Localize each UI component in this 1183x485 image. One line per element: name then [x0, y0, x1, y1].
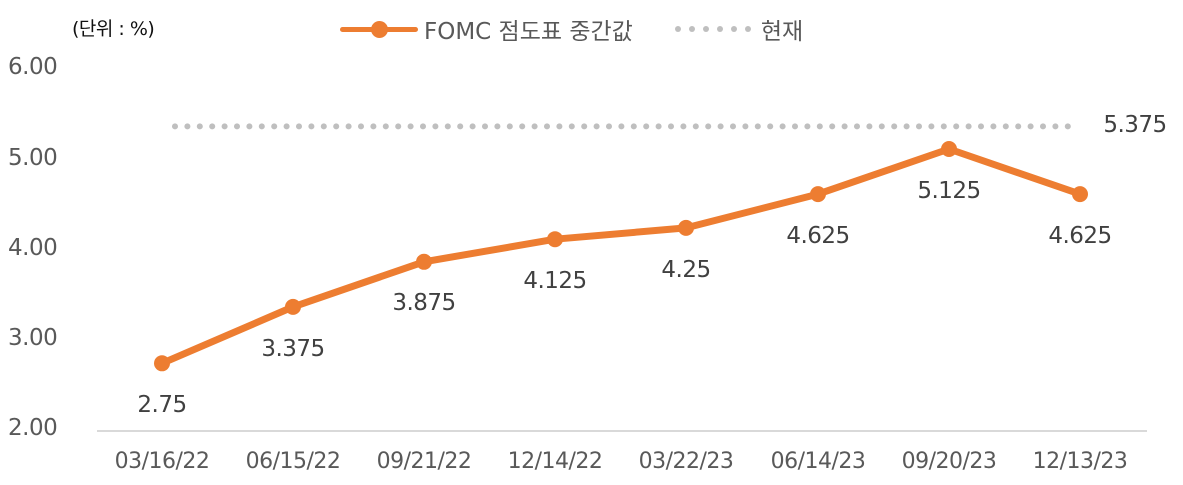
current-rate-dotted-line [172, 123, 1071, 130]
x-tick-label: 09/21/22 [376, 449, 472, 474]
x-tick-label: 09/20/23 [901, 449, 997, 474]
y-tick-label: 6.00 [8, 54, 58, 80]
x-tick-label: 12/13/23 [1032, 449, 1128, 474]
fomc-median-line [158, 145, 1084, 367]
unit-label: (단위 : %) [72, 18, 155, 40]
data-label: 4.125 [523, 268, 587, 294]
y-tick-label: 5.00 [8, 145, 58, 171]
fomc-median-markers [154, 141, 1088, 372]
data-point-marker [678, 219, 694, 236]
data-point-marker [941, 141, 957, 157]
x-tick-label: 12/14/22 [507, 449, 603, 474]
legend: FOMC 점도표 중간값 현재 [340, 12, 803, 46]
data-point-marker [1072, 186, 1088, 203]
y-tick-label: 4.00 [8, 235, 58, 261]
data-point-marker [810, 186, 826, 203]
legend-item-fomc: FOMC 점도표 중간값 [340, 12, 633, 46]
legend-label-fomc: FOMC 점도표 중간값 [424, 19, 633, 45]
gray-dotted-line-icon [674, 26, 751, 32]
y-tick-label: 2.00 [8, 415, 58, 441]
x-tick-label: 03/16/22 [114, 449, 210, 474]
y-tick-label: 3.00 [8, 325, 58, 351]
x-tick-label: 06/14/23 [770, 449, 866, 474]
x-tick-label: 06/15/22 [245, 449, 341, 474]
legend-item-current: 현재 [633, 12, 803, 46]
data-label: 3.875 [392, 290, 456, 316]
x-tick-label: 03/22/23 [638, 449, 734, 474]
data-label: 4.625 [1048, 223, 1112, 249]
orange-line-marker-icon [340, 16, 418, 42]
data-point-marker [154, 355, 170, 372]
data-label: 2.75 [137, 392, 187, 418]
data-point-marker [416, 253, 432, 270]
data-point-marker [547, 231, 563, 248]
data-label: 4.25 [661, 257, 711, 283]
data-label: 3.375 [261, 336, 325, 362]
legend-label-current: 현재 [760, 19, 804, 45]
data-point-marker [285, 298, 301, 315]
data-label: 5.125 [917, 178, 981, 204]
current-rate-label: 5.375 [1103, 112, 1167, 138]
data-label: 4.625 [786, 223, 850, 249]
